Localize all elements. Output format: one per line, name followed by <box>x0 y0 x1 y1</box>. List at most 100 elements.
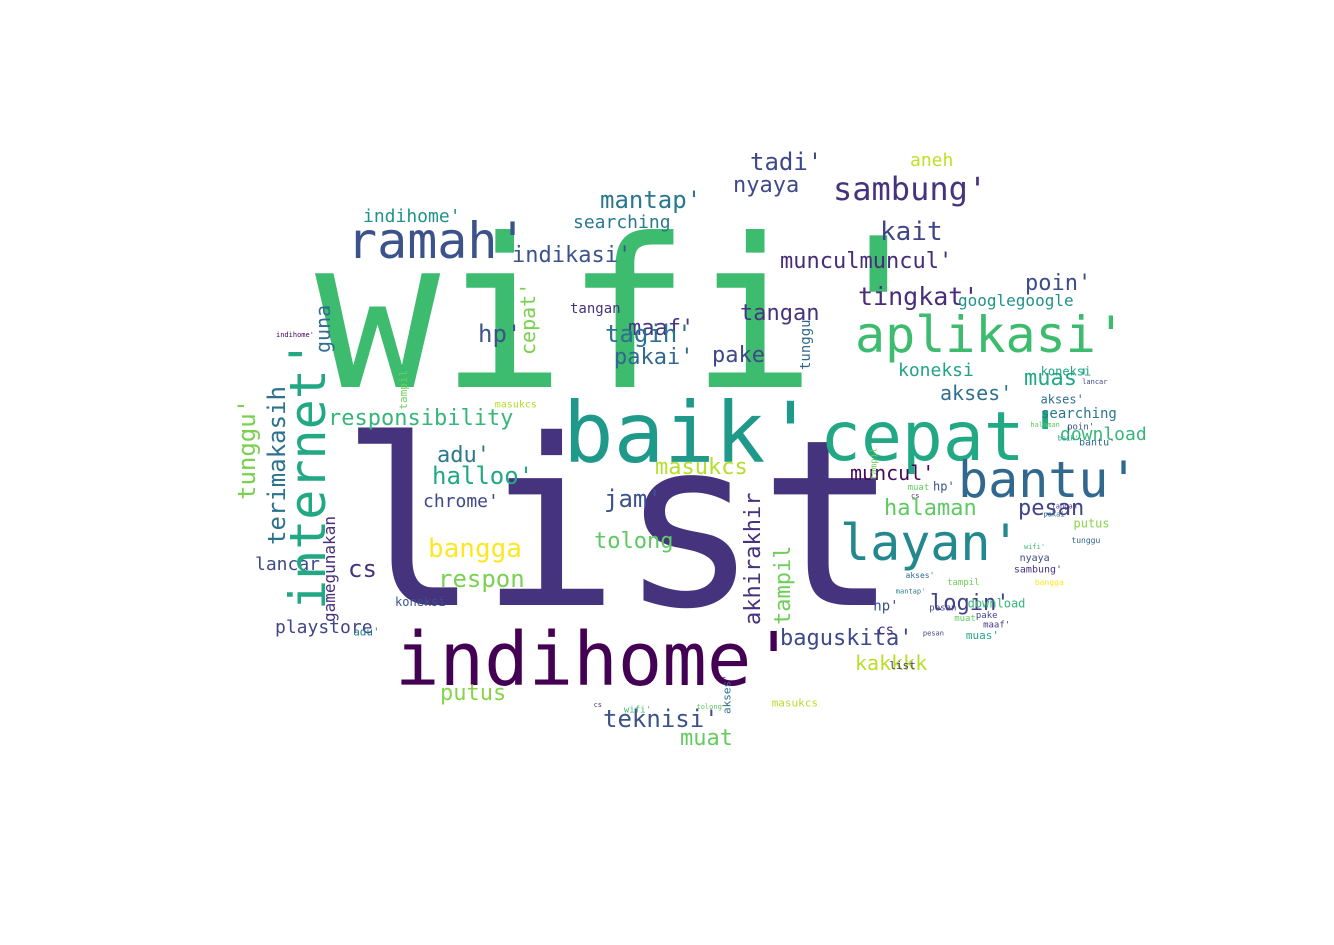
word-login: login' <box>930 591 1009 616</box>
word-maaf: maaf' <box>628 316 694 341</box>
word-small: tangan <box>1052 503 1077 511</box>
word-cepat-vertical: cepat' <box>516 283 540 355</box>
word-lancar: lancar <box>255 554 320 575</box>
word-tingkat: tingkat' <box>858 282 978 311</box>
word-halloo: halloo' <box>432 462 533 490</box>
word-guna: guna <box>311 305 335 353</box>
word-tangan-small: tangan <box>570 301 621 317</box>
word-nyaya: nyaya <box>733 173 799 198</box>
word-small: bantu' <box>1079 438 1115 449</box>
word-small: wifi' <box>1024 543 1045 551</box>
word-small: tolong <box>697 703 722 711</box>
word-munculmuncul: munculmuncul' <box>780 249 952 274</box>
word-sambung: sambung' <box>833 170 987 208</box>
word-baguskita: baguskita' <box>780 626 912 651</box>
word-respon: respon <box>438 565 525 593</box>
word-small: hp' <box>933 480 955 494</box>
word-kait: kait <box>880 217 943 247</box>
word-tunggu: tunggu' <box>233 399 261 500</box>
word-list: list <box>340 390 899 660</box>
word-bangga: bangga <box>428 534 522 564</box>
word-responsibility: responsibility <box>328 406 513 431</box>
word-small: cs <box>911 492 919 500</box>
word-muas: muas' <box>1024 366 1090 391</box>
word-small: tunggu <box>1071 536 1100 545</box>
word-pake: pake <box>712 343 765 368</box>
word-small: muat <box>954 614 976 624</box>
word-tadi: tadi' <box>750 148 822 176</box>
word-small: akses' <box>1041 393 1084 407</box>
word-muat: muat <box>680 726 733 751</box>
word-putus: putus <box>440 681 506 706</box>
word-small: muat <box>908 483 930 493</box>
word-teknisi: teknisi' <box>603 705 719 733</box>
word-small: adu' <box>353 626 380 639</box>
word-layan: layan' <box>840 514 1021 572</box>
word-akhirakhir: akhirakhir <box>741 493 766 625</box>
word-small: tampil <box>397 370 410 410</box>
word-adu: adu' <box>437 443 490 468</box>
word-bantu: bantu' <box>958 451 1139 509</box>
word-small: masukcs <box>495 400 537 411</box>
word-masukcs: masukcs <box>655 455 748 480</box>
word-akses: akses' <box>940 381 1012 405</box>
word-small: maaf' <box>983 621 1010 631</box>
word-small: putus <box>1074 517 1110 531</box>
word-baik: baik' <box>563 384 816 482</box>
word-small: koneksi <box>1041 364 1092 378</box>
word-small: tampil <box>947 578 980 588</box>
word-pakai: pakai' <box>614 345 693 370</box>
word-internet: internet' <box>279 339 337 610</box>
word-tampil: tampil <box>771 546 796 625</box>
word-small: bangga <box>1035 578 1064 587</box>
word-small: searching <box>1041 406 1117 422</box>
word-small: poin' <box>1067 422 1094 432</box>
word-terimakasih: terimakasih <box>263 386 291 545</box>
word-small: hp' <box>873 598 898 614</box>
word-small: pake <box>976 611 998 621</box>
word-aplikasi: aplikasi' <box>855 306 1126 364</box>
word-indihome: indihome' <box>395 617 796 703</box>
word-hp: hp' <box>478 320 521 348</box>
word-small: lancar <box>1082 378 1107 386</box>
word-jam: jam' <box>604 485 662 513</box>
word-mantap: mantap' <box>600 186 701 214</box>
word-small: download <box>968 597 1026 611</box>
word-pesan: pesan <box>1018 496 1084 521</box>
word-small: baik' <box>1058 435 1079 443</box>
word-indikasi: indikasi' <box>512 243 631 268</box>
word-small: mantap' <box>896 587 926 595</box>
word-aneh: aneh <box>910 150 953 171</box>
word-small: akses' <box>906 571 935 580</box>
word-small: akses' <box>721 674 734 714</box>
word-small: sambung' <box>1014 564 1062 575</box>
word-ramah: ramah' <box>347 212 528 270</box>
word-download: download <box>1060 424 1147 445</box>
word-playstore: playstore <box>275 617 373 638</box>
word-small: tampil <box>869 448 879 481</box>
word-chrome: chrome' <box>423 491 499 512</box>
word-small: list <box>889 659 916 672</box>
word-muncul: muncul' <box>850 461 934 485</box>
word-small: pakai' <box>1044 511 1069 519</box>
word-kakkkk: kakkkk <box>855 651 927 675</box>
word-small: indihome' <box>276 331 314 339</box>
word-tangan: tangan <box>740 301 819 326</box>
word-koneksi: koneksi <box>898 360 974 381</box>
word-tagih: tagih' <box>605 320 692 348</box>
word-small: cs <box>594 701 602 709</box>
word-cepat: cepat' <box>820 398 1066 477</box>
word-wifi: wifi' <box>315 195 941 437</box>
word-googlegoogle: googlegoogle <box>958 291 1074 310</box>
word-small: halaman <box>1030 421 1060 429</box>
word-tunggu-vertical: tunggu <box>798 319 814 370</box>
word-small: pesan <box>929 603 956 613</box>
word-small: masukcs <box>772 697 818 710</box>
word-small: muas' <box>966 629 999 642</box>
word-small: cs <box>877 623 894 639</box>
word-searching: searching <box>573 212 671 233</box>
word-gamegunakan: gamegunakan <box>320 516 339 622</box>
word-indihome-small: indihome' <box>363 206 461 227</box>
